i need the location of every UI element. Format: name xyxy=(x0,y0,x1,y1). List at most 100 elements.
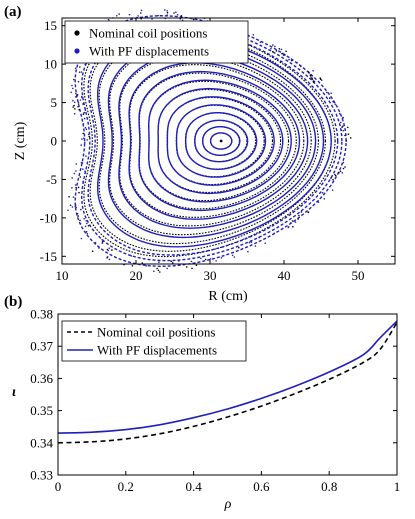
edge-point-174 xyxy=(85,231,88,233)
nominal-surface-14 xyxy=(83,24,336,258)
x-tick-label-a-4: 50 xyxy=(352,268,365,283)
legend-a-marker-displaced xyxy=(74,48,80,54)
edge-point-173 xyxy=(85,220,87,222)
edge-point-198 xyxy=(185,266,188,268)
edge-point-167 xyxy=(341,172,344,174)
edge-point-258 xyxy=(77,186,80,189)
legend-b: Nominal coil positions With PF displacem… xyxy=(61,320,247,362)
edge-point-249 xyxy=(204,258,207,261)
displaced-surface-5 xyxy=(166,96,275,186)
edge-point-237 xyxy=(307,71,310,73)
edge-point-164 xyxy=(86,222,88,225)
edge-point-86 xyxy=(81,138,83,140)
edge-point-166 xyxy=(72,87,74,90)
edge-point-234 xyxy=(180,15,183,17)
edge-point-195 xyxy=(74,108,76,110)
y-tick-label-a-2: -5 xyxy=(46,172,57,187)
legend-a-marker-nominal xyxy=(74,30,80,36)
edge-point-236 xyxy=(157,14,159,17)
y-tick-label-a-0: -15 xyxy=(40,249,57,264)
edge-point-17 xyxy=(79,99,82,101)
edge-point-192 xyxy=(82,113,85,115)
edge-point-193 xyxy=(190,260,193,263)
edge-point-124 xyxy=(145,265,147,267)
displaced-surface-13 xyxy=(87,26,339,256)
edge-point-131 xyxy=(67,209,69,212)
nominal-iota-line xyxy=(57,321,398,444)
edge-point-231 xyxy=(341,126,343,128)
edge-point-11 xyxy=(331,189,334,191)
edge-point-116 xyxy=(77,105,79,108)
edge-point-182 xyxy=(75,163,78,165)
nominal-surface-7 xyxy=(148,80,290,202)
edge-point-196 xyxy=(296,61,298,64)
edge-point-154 xyxy=(220,257,223,259)
edge-point-148 xyxy=(72,99,74,102)
edge-point-201 xyxy=(170,260,173,263)
edge-point-46 xyxy=(74,204,77,206)
edge-point-176 xyxy=(80,208,82,211)
edge-point-230 xyxy=(101,239,103,241)
edge-point-1 xyxy=(288,58,290,61)
legend-b-displaced: With PF displacements xyxy=(97,343,217,358)
edge-point-24 xyxy=(77,215,79,217)
edge-point-147 xyxy=(159,271,161,273)
edge-point-48 xyxy=(73,104,75,107)
legend-a-box xyxy=(64,20,249,64)
edge-point-243 xyxy=(275,50,278,52)
edge-point-257 xyxy=(71,187,73,189)
edge-point-72 xyxy=(131,265,134,267)
edge-point-27 xyxy=(82,103,84,105)
edge-point-184 xyxy=(313,80,316,83)
displaced-surface-9 xyxy=(128,62,309,220)
edge-point-70 xyxy=(73,101,76,104)
edge-point-38 xyxy=(323,198,326,200)
edge-point-58 xyxy=(75,170,77,172)
edge-point-204 xyxy=(141,262,144,264)
edge-point-169 xyxy=(247,250,249,253)
edge-point-55 xyxy=(175,11,177,13)
edge-point-98 xyxy=(101,242,104,244)
panel-b-label: (b) xyxy=(4,294,22,310)
edge-point-175 xyxy=(116,15,118,17)
edge-point-85 xyxy=(290,222,292,224)
edge-point-221 xyxy=(85,155,87,157)
edge-point-25 xyxy=(166,267,168,270)
edge-point-160 xyxy=(71,206,74,208)
edge-point-33 xyxy=(77,102,80,104)
x-axis-a: 10 20 30 40 50 xyxy=(56,18,365,283)
edge-point-44 xyxy=(140,9,143,12)
edge-point-200 xyxy=(299,64,301,67)
edge-point-183 xyxy=(309,74,312,76)
edge-point-158 xyxy=(166,14,168,16)
edge-point-78 xyxy=(76,94,79,96)
edge-point-30 xyxy=(334,174,337,177)
edge-point-66 xyxy=(87,225,90,227)
edge-point-69 xyxy=(347,133,350,135)
edge-point-187 xyxy=(300,65,302,68)
edge-point-122 xyxy=(82,168,84,170)
displaced-surface-6 xyxy=(157,87,284,195)
edge-point-119 xyxy=(84,63,86,66)
x-tick-label-b-2: 0.4 xyxy=(185,479,202,494)
edge-point-36 xyxy=(140,12,142,14)
edge-point-190 xyxy=(294,221,297,223)
edge-point-178 xyxy=(342,129,345,132)
nominal-surface-11 xyxy=(109,46,319,236)
edge-point-180 xyxy=(329,97,331,99)
edge-point-39 xyxy=(156,267,158,270)
legend-a-displaced: With PF displacements xyxy=(89,44,209,59)
edge-point-222 xyxy=(349,137,352,139)
edge-point-67 xyxy=(80,71,83,73)
edge-point-81 xyxy=(285,50,287,53)
y-tick-label-b-0: 0.33 xyxy=(30,468,53,483)
displaced-surface-0 xyxy=(209,132,233,150)
displaced-surface-2 xyxy=(194,119,249,163)
edge-point-105 xyxy=(173,12,175,14)
edge-point-21 xyxy=(319,77,322,79)
displaced-iota-line xyxy=(57,320,398,434)
edge-point-223 xyxy=(84,225,87,228)
y-tick-label-a-6: 15 xyxy=(44,18,57,33)
edge-point-23 xyxy=(83,117,86,120)
edge-point-171 xyxy=(68,196,70,198)
